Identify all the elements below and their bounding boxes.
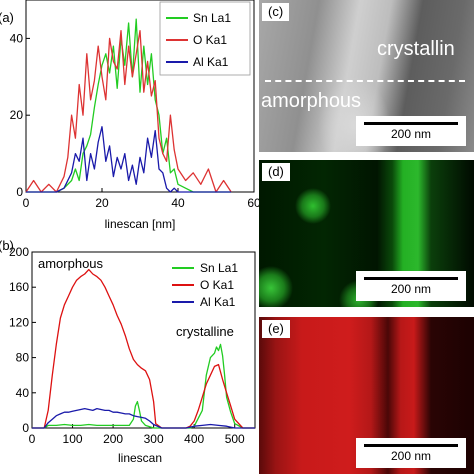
scalebar-c: 200 nm (356, 116, 466, 146)
panel-b-xtick-label: 0 (29, 432, 36, 446)
label-crystalline: crystallin (377, 38, 455, 60)
legend-b-o: O Ka1 (200, 278, 234, 292)
panel-b-xlabel: linescan (118, 451, 162, 465)
scalebar-c-text: 200 nm (390, 127, 432, 141)
legend-a-o: O Ka1 (193, 33, 227, 47)
scalebar-e: 200 nm (356, 438, 466, 468)
panel-b-series-sn-la1 (32, 343, 255, 429)
legend-a-sn: Sn La1 (193, 11, 231, 25)
panel-a-label: (a) (0, 10, 14, 25)
legend-a-al: Al Ka1 (193, 55, 229, 69)
scalebar-d-line (364, 277, 458, 280)
panel-e-label: (e) (262, 320, 290, 338)
panel-a-series-al-ka1 (26, 126, 232, 193)
panel-b-legend: Sn La1 O Ka1 Al Ka1 (172, 261, 238, 309)
panel-a-ytick-label: 40 (10, 31, 24, 45)
panel-b-label: (b) (0, 238, 14, 253)
panel-a-ytick-label: 0 (16, 185, 23, 199)
panel-a-xtick-label: 0 (23, 196, 30, 210)
panel-a: (a) 0 20 40 60 0 20 40 Sn La1 O Ka1 Al Ka1 lin… (0, 0, 261, 231)
panel-a-ytick-label: 20 (10, 108, 24, 122)
panel-a-xtick-label: 20 (95, 196, 109, 210)
panel-a-axes-frame (25, 0, 255, 193)
scalebar-e-text: 200 nm (390, 449, 432, 463)
panel-b-ytick-label: 40 (16, 386, 30, 400)
label-amorphous: amorphous (261, 90, 362, 112)
panel-a-xtick-label: 40 (171, 196, 185, 210)
panel-b-xtick-label: 200 (103, 432, 123, 446)
panel-d-label: (d) (262, 163, 290, 181)
panel-a-xlabel: linescan [nm] (105, 217, 176, 231)
panel-c-label: (c) (262, 3, 290, 21)
micrograph-e-o-map: (e) 200 nm (259, 317, 474, 474)
panel-b-ytick-label: 80 (16, 351, 30, 365)
micrograph-c: crystallin amorphous (c) 200 nm (259, 0, 474, 152)
panel-b-axes-frame (31, 251, 256, 429)
legend-b-sn: Sn La1 (200, 261, 238, 275)
panel-b-series-al-ka1 (32, 407, 255, 429)
panel-b-xtick-label: 100 (63, 432, 83, 446)
panel-a-legend: Sn La1 O Ka1 Al Ka1 (159, 1, 251, 76)
panel-b-xtick-label: 300 (144, 432, 164, 446)
panel-a-marks: 0 20 40 60 0 20 40 (10, 18, 261, 210)
panel-a-series-o-ka1 (25, 30, 232, 193)
panel-b-series-o-ka1 (32, 268, 255, 429)
panel-a-series-sn-la1 (26, 18, 232, 193)
scalebar-d: 200 nm (356, 271, 466, 301)
panel-b-marks: 0 100 200 300 400 500 0 40 80 120 160 200 (9, 245, 255, 446)
scalebar-e-line (364, 444, 458, 447)
micrograph-d-sn-map: (d) 200 nm (259, 160, 474, 307)
panel-b-ytick-label: 0 (22, 421, 29, 435)
scalebar-c-line (364, 122, 458, 125)
annotation-crystalline: crystalline (176, 324, 234, 339)
panel-b: (b) 0 100 200 300 400 500 0 40 80 120 160 200 Sn La… (0, 238, 256, 465)
annotation-amorphous: amorphous (38, 256, 104, 271)
panel-a-xtick-label: 60 (247, 196, 261, 210)
legend-b-al: Al Ka1 (200, 295, 236, 309)
panel-b-xtick-label: 500 (225, 432, 245, 446)
panel-b-ytick-label: 200 (9, 245, 29, 259)
panel-b-xtick-label: 400 (184, 432, 204, 446)
panel-b-ytick-label: 160 (9, 280, 29, 294)
panel-b-ytick-label: 120 (9, 315, 29, 329)
scalebar-d-text: 200 nm (390, 282, 432, 296)
boundary-dashed-line (265, 80, 465, 82)
